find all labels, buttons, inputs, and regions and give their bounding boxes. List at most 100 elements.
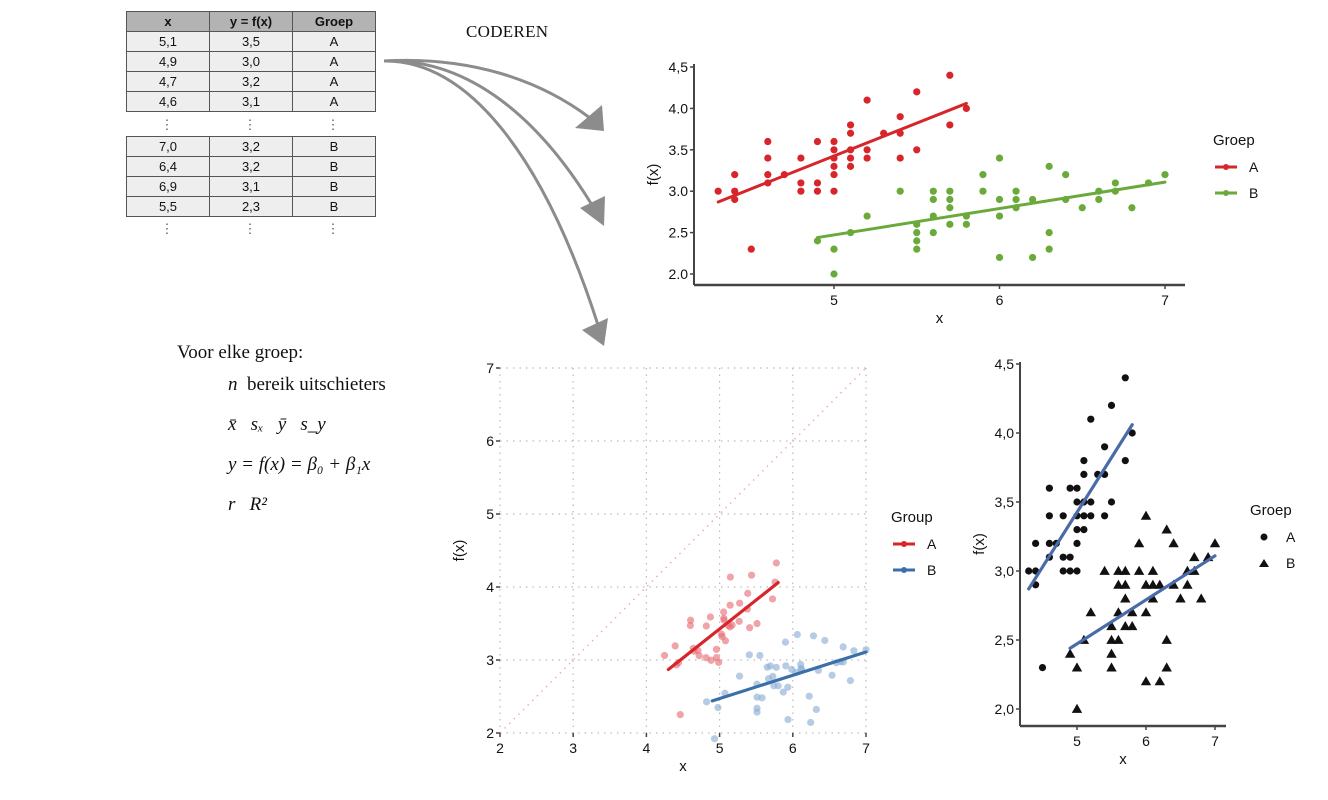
- data-point-b: [1106, 662, 1117, 672]
- data-point-a: [830, 171, 838, 179]
- data-point-b: [995, 195, 1004, 204]
- data-point-a: [1038, 664, 1047, 672]
- data-point-b: [1062, 171, 1070, 179]
- data-point-b: [1012, 187, 1020, 195]
- data-point-b: [1095, 195, 1103, 204]
- data-point-a: [747, 571, 756, 579]
- data-point-b: [714, 703, 722, 712]
- data-point-b: [1078, 204, 1086, 212]
- data-point-b: [995, 212, 1004, 220]
- arrowhead-icon: [582, 318, 608, 346]
- data-point-a: [1073, 539, 1081, 548]
- data-point-a: [744, 589, 752, 597]
- data-point-a: [830, 146, 838, 154]
- summary-line-n: n bereik uitschieters: [228, 374, 386, 396]
- data-point-a: [715, 658, 723, 666]
- data-point-b: [828, 671, 836, 679]
- data-point-a: [846, 154, 855, 162]
- y-tick-label: 3,0: [995, 563, 1015, 579]
- data-point-b: [1161, 524, 1172, 534]
- regression-line-a: [1027, 423, 1134, 591]
- cell-x: 4,6: [126, 91, 210, 112]
- data-point-a: [863, 96, 871, 104]
- data-point-a: [717, 630, 726, 638]
- data-point-b: [1111, 179, 1119, 187]
- data-point-b: [913, 237, 921, 245]
- data-point-a: [1066, 484, 1074, 492]
- legend-marker-icon: [1223, 164, 1229, 170]
- data-point-a: [720, 614, 728, 622]
- data-point-a: [830, 187, 838, 195]
- x-tick-label: 7: [1161, 292, 1169, 308]
- data-point-a: [1121, 374, 1129, 382]
- data-point-b: [1147, 579, 1159, 589]
- data-point-b: [929, 187, 937, 195]
- legend-label-a: A: [1249, 159, 1259, 175]
- data-point-b: [1161, 634, 1172, 644]
- data-point-b: [774, 682, 782, 690]
- data-point-a: [1059, 512, 1067, 520]
- ellipsis-y-2: ⋮: [243, 221, 257, 236]
- data-point-b: [913, 245, 921, 253]
- legend-label-a: A: [927, 536, 937, 552]
- data-table-bottom: 7,0 3,2 B 6,4 3,2 B 6,9 3,1 B 5,5 2,3 B: [126, 136, 376, 217]
- data-point-b: [784, 683, 792, 691]
- data-point-a: [1032, 539, 1040, 548]
- data-point-b: [896, 187, 904, 195]
- data-point-b: [1113, 634, 1124, 644]
- arrowhead-icon: [580, 196, 605, 226]
- data-point-b: [703, 698, 711, 706]
- y-tick-label: 4,0: [995, 425, 1015, 441]
- data-point-a: [695, 652, 703, 660]
- data-point-b: [1147, 593, 1159, 603]
- x-tick-label: 6: [1142, 733, 1150, 749]
- data-point-b: [946, 204, 954, 212]
- data-point-b: [846, 676, 854, 685]
- data-point-a: [846, 121, 855, 129]
- data-point-b: [946, 187, 954, 195]
- data-point-a: [863, 154, 871, 162]
- data-point-b: [1209, 538, 1221, 548]
- x-tick-label: 5: [830, 292, 838, 308]
- y-axis-title: f(x): [451, 540, 468, 562]
- data-point-b: [1189, 552, 1200, 562]
- y-tick-label: 4,5: [995, 356, 1015, 372]
- middle-chart: 2 3 4 5 6 7 2 3 4 5 6 7 x f(x) Group AB: [451, 360, 937, 775]
- data-point-a: [896, 154, 904, 162]
- table-row: 4,6 3,1 A: [126, 91, 376, 112]
- x-axis-title: x: [679, 758, 687, 775]
- table-row: 6,9 3,1 B: [126, 176, 376, 197]
- data-point-b: [812, 705, 820, 714]
- y-tick-label: 4.0: [669, 100, 689, 116]
- y-tick-label: 3.5: [669, 142, 689, 158]
- data-point-a: [753, 619, 761, 628]
- regression-line-b: [710, 650, 868, 703]
- legend-title: Groep: [1213, 132, 1255, 149]
- legend-marker-icon: [901, 567, 907, 573]
- legend-label-b: B: [1249, 185, 1258, 201]
- data-point-b: [779, 688, 787, 696]
- data-point-a: [813, 137, 822, 146]
- legend-title: Groep: [1250, 502, 1292, 519]
- legend-title: Group: [891, 509, 933, 526]
- data-point-a: [707, 656, 715, 664]
- y-axis-title: f(x): [645, 164, 662, 186]
- data-point-b: [1168, 579, 1179, 589]
- data-point-b: [1140, 579, 1152, 589]
- data-point-a: [896, 113, 904, 121]
- data-point-a: [813, 187, 822, 195]
- data-point-b: [756, 651, 764, 660]
- y-tick-label: 2: [486, 725, 494, 741]
- data-point-b: [1127, 621, 1138, 631]
- cell-x: 4,7: [126, 71, 210, 92]
- data-point-a: [946, 71, 954, 79]
- data-point-b: [1175, 593, 1186, 603]
- cell-group: A: [292, 31, 376, 52]
- data-point-b: [809, 632, 818, 640]
- data-point-b: [839, 643, 847, 651]
- data-point-b: [830, 270, 838, 278]
- data-point-b: [772, 663, 780, 671]
- regression-line-b: [1068, 554, 1217, 650]
- arrow-to-right-chart: [383, 59, 600, 326]
- data-point-a: [686, 621, 694, 630]
